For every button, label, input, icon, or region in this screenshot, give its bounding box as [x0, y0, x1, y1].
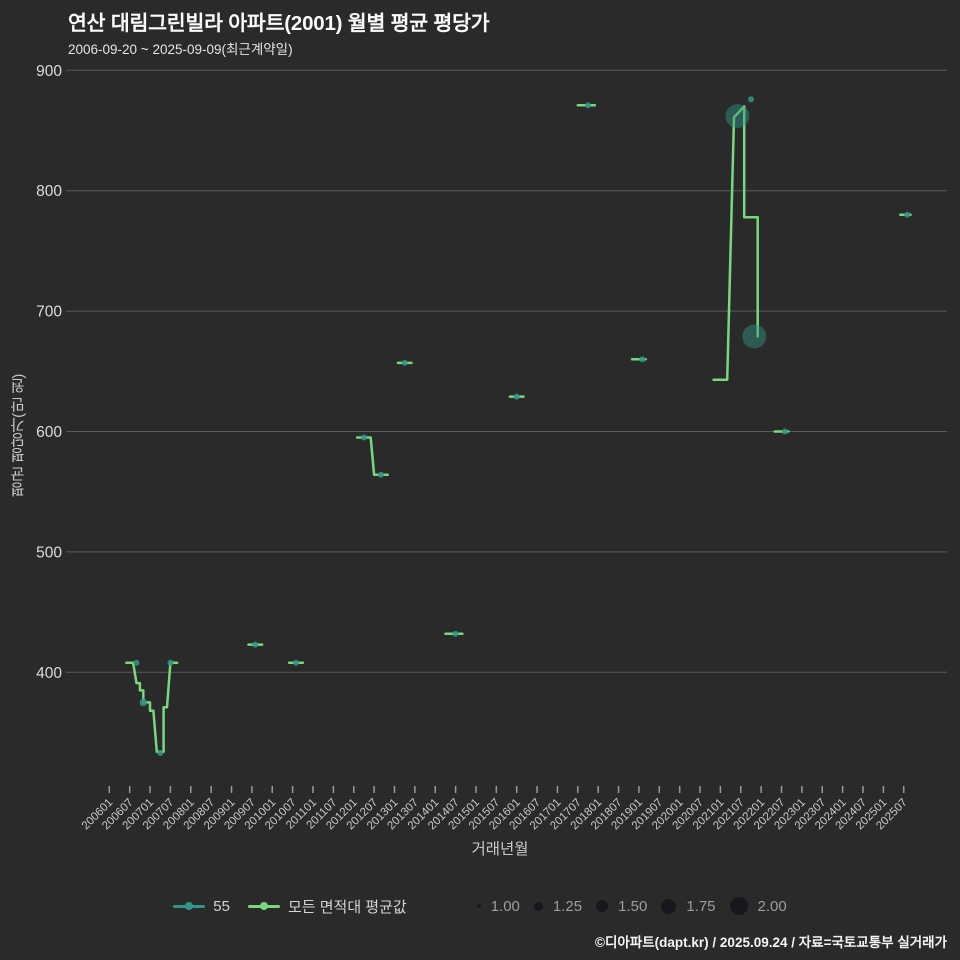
avg-line-segment: [355, 436, 389, 477]
size-label: 1.25: [552, 897, 583, 915]
legend-series-55[interactable]: 55: [173, 898, 230, 915]
legend-series-average[interactable]: 모든 면적대 평균값: [247, 896, 407, 917]
y-tick-label: 500: [36, 544, 62, 561]
data-point-55[interactable]: [585, 102, 591, 109]
bubble-size-legend: 1.00 1.25 1.50 1.75 2.00: [476, 897, 787, 915]
data-point-55[interactable]: [167, 659, 174, 666]
legend-label: 55: [213, 897, 230, 915]
y-tick-label: 800: [36, 183, 62, 200]
size-legend-1-25[interactable]: 1.25: [533, 897, 583, 915]
data-point-55[interactable]: [139, 698, 148, 707]
data-point-55[interactable]: [133, 659, 140, 666]
size-dot-icon: [476, 904, 481, 908]
data-point-55[interactable]: [725, 104, 750, 129]
size-label: 1.75: [686, 897, 716, 915]
size-dot-icon: [661, 898, 677, 914]
x-axis-title: 거래년월: [471, 841, 529, 858]
line-dot-marker-teal-icon: [173, 899, 206, 913]
copyright-source-text: ©디아파트(dapt.kr) / 2025.09.24 / 자료=국토교통부 실…: [595, 935, 947, 950]
page-subtitle: 2006-09-20 ~ 2025-09-09(최근계약일): [68, 42, 293, 57]
data-point-55[interactable]: [904, 211, 911, 218]
size-label: 1.50: [618, 897, 648, 915]
data-point-55[interactable]: [401, 359, 408, 366]
data-point-55[interactable]: [360, 434, 367, 441]
y-tick-label: 900: [36, 63, 62, 80]
size-label: 2.00: [757, 897, 787, 915]
size-legend-1-50[interactable]: 1.50: [596, 898, 647, 915]
data-point-55[interactable]: [157, 750, 164, 756]
size-legend-1-00[interactable]: 1.00: [476, 897, 520, 915]
data-point-55[interactable]: [742, 324, 767, 349]
avg-line-segment: [712, 105, 759, 381]
size-dot-icon: [729, 897, 748, 915]
size-legend-1-75[interactable]: 1.75: [661, 897, 716, 915]
data-point-55[interactable]: [639, 356, 646, 363]
data-point-55[interactable]: [293, 659, 299, 666]
legend-label: 모든 면적대 평균값: [287, 898, 407, 916]
y-tick-label: 400: [36, 665, 62, 682]
size-label: 1.00: [490, 897, 520, 915]
size-dot-icon: [596, 900, 609, 912]
y-tick-label: 600: [36, 424, 62, 441]
size-legend-2-00[interactable]: 2.00: [729, 897, 787, 915]
data-point-55[interactable]: [452, 630, 459, 637]
page-title: 연산 대림그린빌라 아파트(2001) 월별 평균 평당가: [68, 12, 490, 35]
line-dot-marker-green-icon: [247, 899, 280, 913]
data-point-55[interactable]: [781, 428, 788, 435]
chart-plot-area: 4005006007008009002006012006072007012007…: [36, 63, 947, 832]
data-point-55[interactable]: [748, 96, 754, 103]
data-point-55[interactable]: [377, 471, 384, 478]
y-tick-label: 700: [36, 304, 62, 321]
size-dot-icon: [533, 901, 543, 911]
y-axis-title: 평균 평당가(만 원): [10, 373, 27, 497]
data-point-55[interactable]: [513, 393, 520, 400]
legend: 55 모든 면적대 평균값 1.00 1.25 1.50 1.75: [0, 891, 960, 921]
avg-line-segment: [125, 661, 179, 754]
data-point-55[interactable]: [252, 641, 259, 648]
